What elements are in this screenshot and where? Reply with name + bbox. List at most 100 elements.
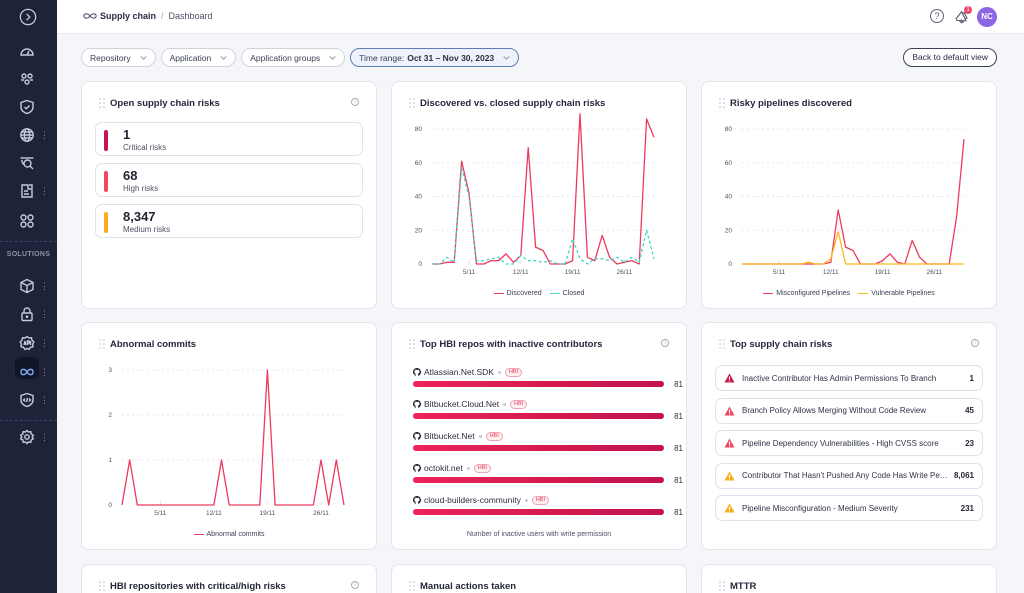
legend-item-closed[interactable]: Closed — [549, 290, 584, 297]
more-options-icon[interactable]: ⋮ — [40, 367, 49, 377]
series-line-vulnerable-pipelines[interactable] — [742, 231, 964, 265]
dashboard-gauge-icon — [18, 42, 36, 60]
risk-list-item[interactable]: Pipeline Misconfiguration - Medium Sever… — [715, 495, 983, 521]
info-icon[interactable]: i — [971, 339, 979, 347]
info-icon[interactable]: i — [351, 98, 359, 106]
risk-count: 1 — [969, 373, 974, 383]
sidebar-item-api-security[interactable]: ⋮ — [0, 330, 57, 356]
sidebar-item-identities[interactable] — [0, 66, 57, 92]
repo-name[interactable]: octokit.net — [424, 463, 463, 473]
risk-list-item[interactable]: Inactive Contributor Has Admin Permissio… — [715, 365, 983, 391]
legend-item-vulnerable[interactable]: Vulnerable Pipelines — [858, 290, 935, 297]
legend-item-discovered[interactable]: Discovered — [493, 290, 542, 297]
repo-bar-value: 81 — [674, 476, 683, 485]
repo-bar-row[interactable]: cloud-builders-community HBI 81 — [413, 494, 683, 517]
repo-bar-row[interactable]: Bitbucket.Net HBI 81 — [413, 430, 683, 453]
repository-filter[interactable]: Repository — [81, 48, 156, 67]
drag-handle-icon[interactable] — [99, 339, 105, 349]
risk-title: Contributor That Hasn't Pushed Any Code … — [742, 471, 948, 480]
sidebar-item-cloud[interactable]: ⋮ — [0, 273, 57, 299]
help-icon[interactable]: ? — [930, 9, 944, 23]
application-groups-filter[interactable]: Application groups — [241, 48, 346, 67]
sidebar-item-integrations[interactable] — [0, 208, 57, 234]
more-options-icon[interactable]: ⋮ — [40, 395, 49, 405]
breadcrumb-supply-chain-link[interactable]: Supply chain — [100, 11, 157, 21]
more-options-icon[interactable]: ⋮ — [40, 432, 49, 442]
drag-handle-icon[interactable] — [719, 98, 725, 108]
repo-name[interactable]: Bitbucket.Net — [424, 431, 475, 441]
y-tick-label: 0 — [108, 502, 112, 509]
y-tick-label: 0 — [418, 261, 422, 268]
x-tick-label: 26/11 — [313, 510, 329, 517]
series-line-discovered[interactable] — [432, 113, 655, 265]
repo-bar-row[interactable]: Bitbucket.Cloud.Net HBI 81 — [413, 398, 683, 421]
sidebar-item-reports[interactable]: ⋮ — [0, 178, 57, 204]
series-line-closed[interactable] — [432, 167, 655, 265]
sidebar-item-posture[interactable] — [0, 94, 57, 120]
breadcrumb-current-page: Dashboard — [168, 11, 213, 21]
repo-name[interactable]: cloud-builders-community — [424, 495, 521, 505]
x-tick-label: 19/11 — [260, 510, 276, 517]
sidebar-item-supply-chain[interactable]: ⋮ — [0, 357, 57, 385]
y-tick-label: 20 — [725, 227, 733, 234]
drag-handle-icon[interactable] — [409, 581, 415, 591]
more-options-icon[interactable]: ⋮ — [40, 338, 49, 348]
legend-item-misconfigured[interactable]: Misconfigured Pipelines — [763, 290, 850, 297]
user-avatar[interactable]: NC — [977, 7, 997, 27]
time-range-label: Time range: — [359, 52, 405, 63]
repo-bar[interactable] — [413, 509, 664, 515]
github-icon — [413, 464, 421, 472]
back-to-default-view-button[interactable]: Back to default view — [903, 48, 997, 67]
repo-bar-row[interactable]: octokit.net HBI 81 — [413, 462, 683, 485]
repo-bar-row[interactable]: Atlassian.Net.SDK HBI 81 — [413, 366, 683, 389]
sidebar-item-investigate[interactable] — [0, 150, 57, 176]
more-options-icon[interactable]: ⋮ — [40, 309, 49, 319]
info-icon[interactable]: i — [661, 339, 669, 347]
high-risks-stat[interactable]: 68 High risks — [95, 163, 363, 197]
supply-chain-infinity-icon — [18, 363, 36, 381]
sidebar-item-data-security[interactable]: ⋮ — [0, 301, 57, 327]
risk-list-item[interactable]: Pipeline Dependency Vulnerabilities - Hi… — [715, 430, 983, 456]
drag-handle-icon[interactable] — [409, 98, 415, 108]
more-options-icon[interactable]: ⋮ — [40, 186, 49, 196]
x-tick-label: 5/11 — [463, 269, 476, 276]
sidebar-item-settings[interactable]: ⋮ — [0, 424, 57, 450]
series-line-abnormal-commits[interactable] — [121, 369, 345, 506]
more-options-icon[interactable]: ⋮ — [40, 281, 49, 291]
repo-bar[interactable] — [413, 477, 664, 483]
sidebar-item-network[interactable]: ⋮ — [0, 122, 57, 148]
drag-handle-icon[interactable] — [99, 581, 105, 591]
repo-bar-track: 81 — [413, 380, 683, 389]
repo-name[interactable]: Atlassian.Net.SDK — [424, 367, 494, 377]
risk-list-item[interactable]: Contributor That Hasn't Pushed Any Code … — [715, 462, 983, 489]
drag-handle-icon[interactable] — [409, 339, 415, 349]
card-title: Top HBI repos with inactive contributors — [420, 339, 603, 350]
drag-handle-icon[interactable] — [719, 339, 725, 349]
sidebar-item-code-security[interactable]: ⋮ — [0, 387, 57, 413]
sidebar-item-dashboard[interactable] — [0, 38, 57, 64]
repo-bar[interactable] — [413, 381, 664, 387]
repo-bar-value: 81 — [674, 380, 683, 389]
time-range-filter[interactable]: Time range: Oct 31 – Nov 30, 2023 — [350, 48, 520, 67]
application-filter[interactable]: Application — [160, 48, 237, 67]
repo-bar[interactable] — [413, 413, 664, 419]
repo-bar-track: 81 — [413, 508, 683, 517]
repo-name[interactable]: Bitbucket.Cloud.Net — [424, 399, 500, 409]
mttr-card: MTTR — [701, 564, 997, 593]
repo-bar[interactable] — [413, 445, 664, 451]
risk-count: 231 — [960, 503, 974, 513]
x-tick-label: 5/11 — [773, 269, 786, 276]
hbi-tag: HBI — [473, 463, 491, 473]
legend-item-abnormal-commits[interactable]: Abnormal commits — [193, 531, 264, 538]
drag-handle-icon[interactable] — [99, 98, 105, 108]
sidebar-expand-button[interactable] — [0, 4, 57, 30]
critical-risks-stat[interactable]: 1 Critical risks — [95, 122, 363, 156]
warning-triangle-icon — [724, 503, 735, 513]
risk-list-item[interactable]: Branch Policy Allows Merging Without Cod… — [715, 397, 983, 424]
announcements-megaphone-icon[interactable] — [953, 8, 971, 26]
info-icon[interactable]: i — [351, 581, 359, 589]
more-options-icon[interactable]: ⋮ — [40, 130, 49, 140]
series-line-misconfigured-pipelines[interactable] — [742, 139, 965, 265]
medium-risks-stat[interactable]: 8,347 Medium risks — [95, 204, 363, 238]
drag-handle-icon[interactable] — [719, 581, 725, 591]
